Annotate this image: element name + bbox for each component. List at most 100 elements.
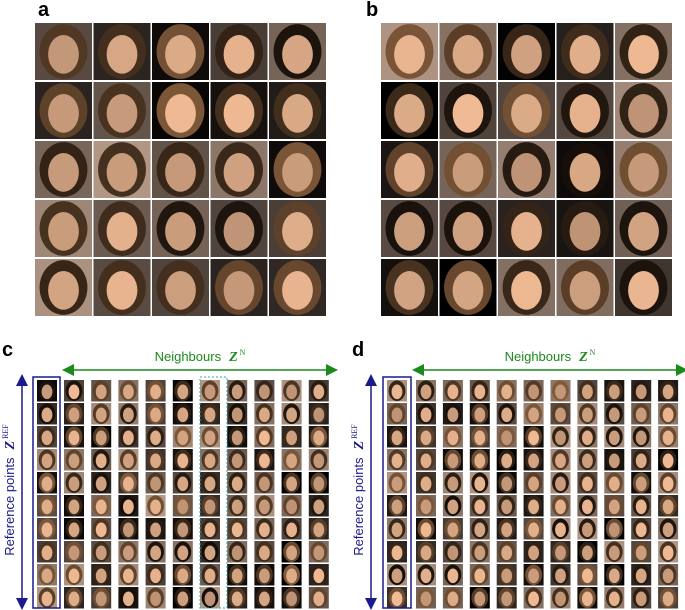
face [608, 384, 620, 400]
face [41, 591, 53, 607]
face [452, 34, 484, 74]
face [177, 384, 189, 400]
face [635, 476, 647, 492]
face [286, 591, 297, 607]
face [259, 591, 270, 607]
face [231, 407, 243, 423]
face [447, 476, 459, 492]
face [391, 545, 403, 561]
face [68, 476, 80, 492]
face [391, 430, 403, 446]
face [48, 34, 79, 74]
face [582, 476, 593, 492]
face [122, 591, 134, 607]
face [41, 407, 53, 423]
face [420, 522, 432, 538]
face [106, 211, 138, 251]
face [569, 152, 601, 192]
face [635, 430, 647, 446]
face [662, 384, 674, 400]
face [286, 522, 297, 538]
face [282, 152, 313, 192]
face [165, 270, 196, 310]
face [106, 34, 138, 74]
face [391, 568, 403, 584]
face [95, 545, 107, 561]
face [555, 384, 566, 400]
face [95, 384, 107, 400]
face [286, 453, 297, 469]
face [68, 522, 80, 538]
image-grids [35, 23, 679, 609]
face [420, 568, 432, 584]
face [662, 522, 674, 538]
face [394, 211, 425, 251]
face [41, 476, 53, 492]
face [628, 93, 659, 133]
face [48, 211, 79, 251]
face [223, 152, 255, 192]
face [150, 384, 162, 400]
face [223, 211, 255, 251]
face [555, 430, 566, 446]
face [391, 591, 403, 607]
face [447, 522, 459, 538]
face [394, 93, 425, 133]
face [122, 384, 134, 400]
face [628, 211, 659, 251]
face [582, 453, 593, 469]
face [41, 453, 53, 469]
face [286, 568, 297, 584]
face [447, 545, 459, 561]
face [204, 476, 216, 492]
axis-label: Neighbours Z N [505, 348, 596, 365]
face [282, 211, 313, 251]
face [313, 453, 325, 469]
face [501, 545, 513, 561]
face [150, 476, 162, 492]
face [501, 407, 513, 423]
face [177, 453, 189, 469]
face [95, 476, 107, 492]
face [420, 591, 432, 607]
face [391, 499, 403, 515]
face [223, 34, 255, 74]
face [177, 430, 189, 446]
panel-label: b [366, 0, 378, 21]
face [528, 430, 539, 446]
face [41, 522, 53, 538]
face [474, 407, 486, 423]
face [474, 476, 486, 492]
face [608, 453, 620, 469]
face [608, 568, 620, 584]
face [391, 407, 403, 423]
face [231, 430, 243, 446]
face [501, 453, 513, 469]
face [68, 568, 80, 584]
face [420, 384, 432, 400]
face [555, 545, 566, 561]
face [569, 211, 601, 251]
face [582, 430, 593, 446]
face [501, 430, 513, 446]
face [122, 499, 134, 515]
face [452, 93, 484, 133]
axis-label: Reference pointsZREF [1, 424, 18, 556]
panel-label: c [2, 339, 13, 361]
face [68, 430, 80, 446]
face [259, 499, 270, 515]
face [391, 522, 403, 538]
face [150, 591, 162, 607]
face [528, 522, 539, 538]
face [452, 211, 484, 251]
face [204, 453, 216, 469]
face [452, 152, 484, 192]
face [501, 499, 513, 515]
face [511, 211, 542, 251]
face [313, 384, 325, 400]
face [662, 591, 674, 607]
face [95, 453, 107, 469]
face [231, 545, 243, 561]
face [286, 476, 297, 492]
face [95, 407, 107, 423]
